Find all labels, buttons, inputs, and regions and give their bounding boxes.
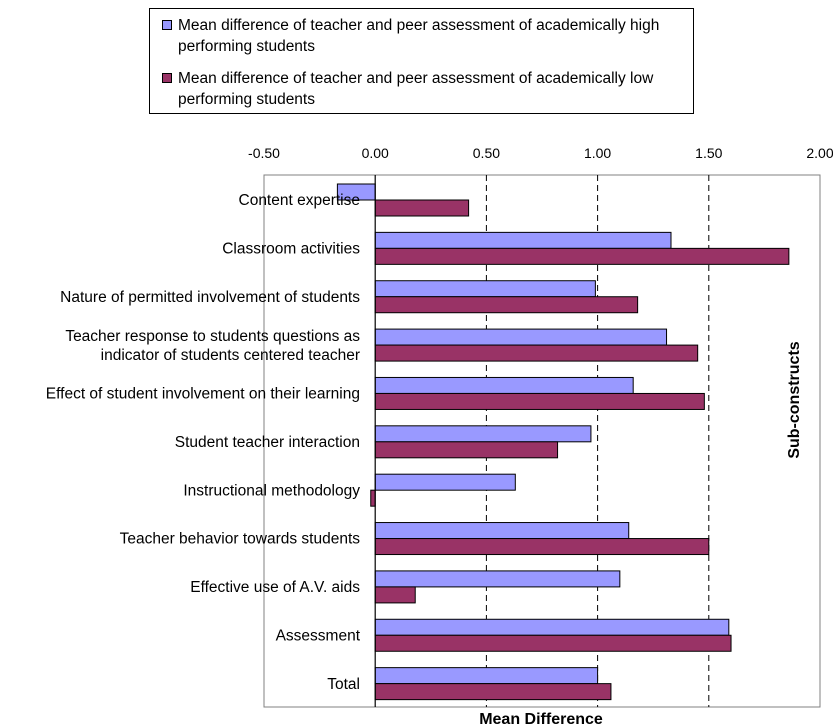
bar-low	[374, 392, 705, 410]
bar-low	[370, 489, 376, 507]
legend-label-low: Mean difference of teacher and peer asse…	[178, 70, 654, 108]
bar-high	[374, 328, 668, 346]
bar-low	[374, 586, 416, 604]
bar-high	[374, 522, 630, 540]
plot-area	[263, 174, 821, 708]
bar-high	[374, 280, 596, 298]
category-label: Effective use of A.V. aids	[190, 579, 360, 596]
category-label: indicator of students centered teacher	[101, 347, 360, 364]
category-label: Assessment	[276, 627, 361, 644]
x-tick-label: 0.50	[473, 145, 500, 161]
bar-low	[374, 296, 639, 314]
bar-low	[374, 441, 559, 459]
bar-low	[374, 683, 612, 701]
bar-low	[374, 344, 699, 362]
category-label: Teacher behavior towards students	[120, 531, 361, 548]
legend-label-high: Mean difference of teacher and peer asse…	[178, 17, 660, 55]
category-label: Content expertise	[239, 192, 361, 209]
bar-low	[374, 247, 790, 265]
bar-high	[374, 231, 672, 249]
category-label: Student teacher interaction	[175, 434, 360, 451]
x-tick-label: 1.00	[584, 145, 611, 161]
category-label: Classroom activities	[222, 241, 360, 258]
x-axis-title: Mean Difference	[479, 711, 603, 728]
bar-high	[374, 618, 730, 636]
x-tick-label: 2.00	[806, 145, 833, 161]
legend-swatch-low	[162, 73, 172, 83]
x-tick-label: -0.50	[248, 145, 280, 161]
category-label: Nature of permitted involvement of stude…	[60, 289, 360, 306]
x-tick-label: 1.50	[695, 145, 722, 161]
bar-low	[374, 538, 710, 556]
bar-high	[374, 473, 516, 491]
category-label: Total	[327, 676, 360, 693]
legend: Mean difference of teacher and peer asse…	[149, 8, 694, 114]
bar-high	[374, 425, 592, 443]
category-label: Teacher response to students questions a…	[65, 328, 360, 345]
y-axis-title: Sub-constructs	[786, 341, 803, 458]
bar-high	[374, 570, 621, 588]
category-label: Effect of student involvement on their l…	[46, 386, 360, 403]
x-tick-label: 0.00	[362, 145, 389, 161]
bar-low	[374, 634, 732, 652]
bar-high	[374, 667, 599, 685]
bar-low	[374, 199, 470, 217]
legend-swatch-high	[162, 20, 172, 30]
bar-high	[374, 376, 634, 394]
category-label: Instructional methodology	[183, 482, 360, 499]
